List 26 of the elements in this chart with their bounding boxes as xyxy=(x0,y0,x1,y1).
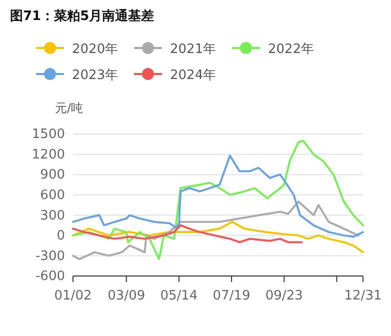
x-tick-label: 09/23 xyxy=(265,288,303,304)
x-tick-label: 03/09 xyxy=(108,288,146,304)
line-series xyxy=(72,200,360,260)
y-tick-label: 1200 xyxy=(32,147,65,162)
line-series xyxy=(72,154,364,238)
line-series xyxy=(72,140,364,260)
y-tick-label: -300 xyxy=(35,248,65,264)
y-tick-label: 0 xyxy=(56,228,65,244)
legend-label: 2023年 xyxy=(72,68,118,83)
chart-title: 图71：菜粕5月南通基差 xyxy=(10,8,154,24)
y-tick-label: 900 xyxy=(40,168,65,183)
legend-label: 2021年 xyxy=(170,42,216,57)
y-tick-label: -600 xyxy=(35,269,65,284)
y-tick-label: 1500 xyxy=(32,127,65,142)
y-axis-title: 元/吨 xyxy=(55,101,84,115)
legend-label: 2024年 xyxy=(170,68,216,83)
x-tick-label: 01/02 xyxy=(54,288,92,304)
x-tick-label: 07/19 xyxy=(212,288,250,304)
legend-label: 2022年 xyxy=(268,42,314,57)
y-tick-label: 300 xyxy=(40,208,65,224)
y-tick-label: 600 xyxy=(40,188,65,204)
x-tick-label: 12/31 xyxy=(344,288,382,304)
legend-label: 2020年 xyxy=(72,42,118,57)
line-series xyxy=(72,224,303,244)
line-series xyxy=(72,220,364,254)
x-tick-label: 05/14 xyxy=(160,288,198,304)
